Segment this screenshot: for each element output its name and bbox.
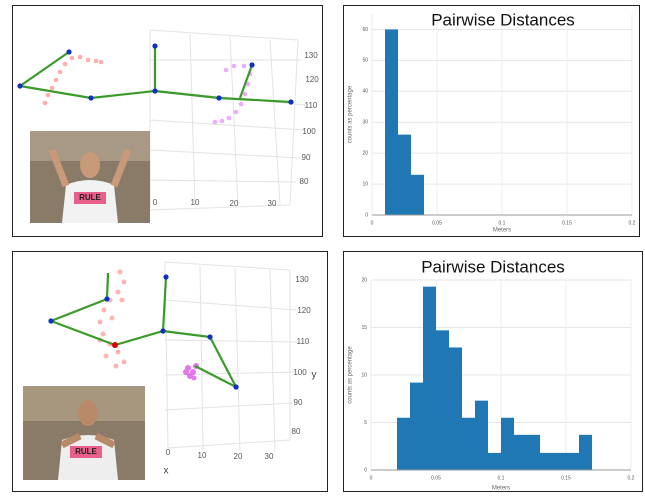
tick-label: 90 — [294, 398, 303, 407]
histogram-bar — [475, 401, 488, 470]
tick-label: 90 — [302, 153, 311, 162]
tick-label: 30 — [268, 199, 277, 208]
y-tick-label: 10 — [361, 372, 367, 378]
tick-label: 100 — [293, 368, 307, 377]
tick-label: 10 — [191, 198, 200, 207]
y-tick-label: 40 — [362, 89, 368, 95]
chart-title: Pairwise Distances — [421, 257, 565, 276]
x-tick-label: 0.05 — [431, 475, 441, 481]
video-frame: RULE — [23, 386, 145, 480]
histogram-bar — [579, 435, 592, 470]
tick-label: 20 — [234, 452, 243, 461]
tick-label: 0 — [166, 448, 171, 457]
x-tick-label: 0.2 — [628, 475, 635, 481]
tick-label: 110 — [297, 337, 310, 346]
x-tick-label: 0 — [370, 475, 373, 481]
video-frame: RULE — [30, 131, 150, 223]
y-tick-label: 5 — [364, 420, 367, 426]
y-tick-label: 15 — [361, 325, 367, 331]
histogram-bar — [566, 453, 579, 470]
histogram-bar — [449, 347, 462, 470]
histogram-bar — [423, 287, 436, 470]
x-tick-label: 0.15 — [561, 475, 571, 481]
y-tick-label: 50 — [362, 58, 368, 64]
tick-label: 120 — [297, 306, 311, 315]
y-tick-label: 0 — [365, 212, 368, 218]
shirt-text: RULE — [75, 447, 97, 456]
histogram-bar — [410, 383, 423, 470]
histogram-bar — [501, 418, 514, 470]
x-tick-label: 0.2 — [629, 220, 636, 226]
tick-label: 20 — [230, 199, 239, 208]
chart-title: Pairwise Distances — [431, 10, 575, 29]
y-axis-label: counts as percentage — [348, 85, 354, 143]
axis-label: y — [312, 370, 317, 381]
tick-label: 80 — [292, 427, 301, 436]
histogram-bar — [397, 418, 410, 470]
tick-label: 100 — [302, 127, 316, 136]
tick-label: 80 — [300, 177, 309, 186]
histogram-bar — [398, 135, 411, 215]
histogram-bar — [540, 453, 553, 470]
x-tick-label: 0.1 — [499, 220, 506, 226]
histogram-bar — [462, 418, 475, 470]
histogram-bar — [514, 435, 527, 470]
histogram-bar — [385, 29, 398, 215]
tick-label: 110 — [305, 101, 318, 110]
x-tick-label: 0.15 — [562, 220, 572, 226]
histogram-bar — [488, 453, 501, 470]
tick-label: 130 — [304, 51, 318, 60]
x-axis-label: Meters — [492, 486, 510, 492]
x-tick-label: 0.1 — [498, 475, 505, 481]
tick-label: 30 — [265, 452, 274, 461]
tick-label: 10 — [198, 451, 207, 460]
y-tick-label: 0 — [364, 467, 367, 473]
y-tick-label: 10 — [362, 181, 368, 187]
y-axis-label: counts as percentage — [348, 346, 354, 404]
y-tick-label: 20 — [361, 277, 367, 283]
y-tick-label: 30 — [362, 120, 368, 126]
histogram-bar — [527, 435, 540, 470]
histogram-bar — [553, 453, 566, 470]
histogram-bar — [436, 330, 449, 470]
axis-label: x — [164, 466, 169, 477]
screenshot: 130 120 110 100 90 80 0 10 20 30 RULE — [0, 0, 645, 493]
tick-label: 120 — [305, 75, 319, 84]
y-tick-label: 60 — [362, 27, 368, 33]
shirt-text: RULE — [79, 193, 101, 202]
tick-label: 0 — [153, 198, 158, 207]
y-tick-label: 20 — [362, 150, 368, 156]
histogram-bar — [411, 175, 424, 215]
x-tick-label: 0 — [371, 220, 374, 226]
x-tick-label: 0.05 — [432, 220, 442, 226]
tick-label: 130 — [295, 275, 309, 284]
x-axis-label: Meters — [493, 228, 511, 234]
